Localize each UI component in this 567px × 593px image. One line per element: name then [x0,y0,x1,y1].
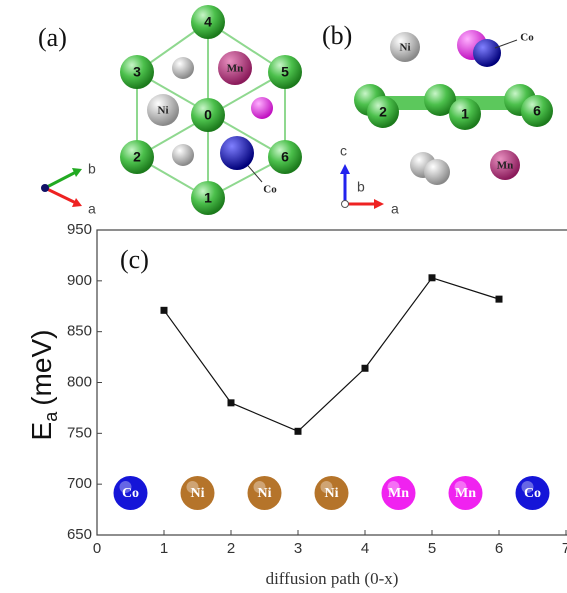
origin [41,184,49,192]
site-label: 2 [133,149,141,165]
atom-label: Co [263,184,277,196]
arrowhead [374,199,384,209]
site-label: 0 [204,107,212,123]
axis-label: c [340,143,347,159]
site-label: 6 [281,149,289,165]
data-point [294,427,302,435]
x-tick-label: 0 [93,540,101,557]
panel-label: (a) [38,23,67,52]
ion-marker [448,476,483,510]
y-axis-title-main: E [26,422,57,441]
atom [390,32,420,62]
site-label: 2 [379,104,387,120]
ion-label: Co [524,486,541,501]
atoms [120,5,302,215]
ion-label: Ni [325,486,339,501]
ion-marker [515,476,550,510]
y-axis-title-unit: (meV) [26,330,57,406]
x-tick-label: 6 [495,540,503,557]
y-tick-label: 750 [67,424,92,441]
series-line [163,277,500,433]
axis-arrow [44,170,77,190]
y-tick-label: 950 [67,221,92,238]
atom [473,39,501,67]
ion-highlight [253,481,266,493]
x-axis-title: diffusion path (0-x) [266,569,399,588]
data-point [428,274,436,282]
y-tick-label: 900 [67,272,92,289]
site-label: 3 [133,64,141,80]
origin [341,200,349,208]
ion-highlight [320,481,333,493]
y-tick-label: 650 [67,526,92,543]
atom-label: Ni [158,105,169,117]
ion-label: Co [122,486,139,501]
axis-label: b [88,161,96,177]
data-point [495,295,503,303]
axis-label: b [357,179,365,195]
ion-highlight [521,481,534,493]
y-tick-label: 800 [67,373,92,390]
atom-label: Co [520,32,534,44]
axis-label: a [391,201,399,217]
x-tick-label: 5 [428,540,436,557]
data-point [361,364,369,372]
panel-a: (a) 0 1 2 3 4 5 6 Ni Mn Co b a [38,5,302,217]
atom-label: Ni [400,42,411,54]
arrowhead [72,168,82,177]
atoms [354,84,553,185]
ion-highlight [119,481,132,493]
x-tick-label: 7 [562,540,567,557]
site-label: 6 [533,103,541,119]
panel-label: (c) [120,245,149,274]
y-tick-label: 850 [67,323,92,340]
ion-marker [247,476,282,510]
chart: (c) diffusion path (0-x) Ea(meV) 6507007… [26,221,567,588]
ion-label: Ni [191,486,205,501]
ion-label: Ni [258,486,272,501]
ion-label: Mn [455,486,476,501]
ion-label: Mn [388,486,409,501]
atom-label: Mn [227,63,244,75]
x-tick-label: 2 [227,540,235,557]
panel-label: (b) [322,21,352,50]
ion-marker [113,476,148,510]
pointer [494,39,518,49]
data-point [227,399,235,407]
atom-label: Mn [497,160,514,172]
ion-highlight [387,481,400,493]
y-tick-label: 700 [67,475,92,492]
data-point [160,306,168,314]
site-label: 1 [461,106,469,122]
site-label: 1 [204,190,212,206]
panel-b: (b) 1 2 6 Ni Mn Co c b a [322,21,553,217]
ion-highlight [454,481,467,493]
arrowhead [72,198,82,207]
x-tick-label: 1 [160,540,168,557]
ion-marker [381,476,416,510]
site-label: 4 [204,14,212,30]
y-axis-title: Ea (meV) [26,330,60,441]
axis-arrow [44,186,77,205]
site-label: 5 [281,64,289,80]
arrowhead [340,164,350,174]
x-tick-label: 3 [294,540,302,557]
ion-highlight [186,481,199,493]
axis-label: a [88,201,96,217]
ion-marker [180,476,215,510]
y-axis-title-sub: a [41,411,61,422]
ion-marker [314,476,349,510]
x-tick-label: 4 [361,540,369,557]
